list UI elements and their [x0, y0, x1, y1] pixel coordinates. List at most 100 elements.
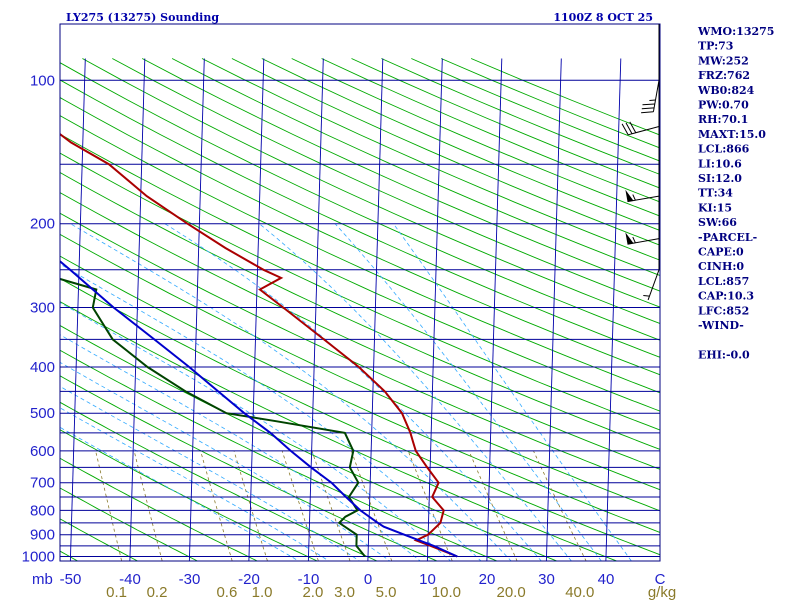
dry-adiabat — [60, 429, 319, 561]
mixing-ratio-tick-label: 0.2 — [147, 584, 168, 600]
grid-layer — [60, 58, 660, 561]
mixing-ratio-tick-label: 0.6 — [216, 584, 237, 600]
temperature-unit-label: C — [655, 571, 666, 588]
mixing-ratio-line — [281, 450, 319, 561]
index-line: MW:252 — [698, 54, 749, 67]
pressure-tick-label: 900 — [30, 527, 55, 544]
index-line: KI:15 — [698, 201, 732, 214]
wind-barb-staff — [647, 269, 660, 301]
moist-adiabat — [70, 223, 512, 561]
index-line: SW:66 — [698, 216, 737, 229]
wind-barb-layer — [621, 24, 660, 301]
dry-adiabat — [60, 457, 259, 561]
wind-barb — [643, 269, 660, 301]
index-line: LI:10.6 — [698, 157, 742, 170]
isotherm — [129, 58, 146, 561]
pressure-tick-label: 1000 — [22, 549, 55, 566]
pressure-tick-label: 500 — [30, 405, 55, 422]
index-line: -WIND- — [698, 319, 744, 332]
index-line: LCL:857 — [698, 275, 749, 288]
pressure-tick-label: 300 — [30, 300, 55, 317]
index-line: CAP:10.3 — [698, 290, 754, 303]
index-line: WB0:824 — [697, 84, 755, 97]
temperature-tick-label: 20 — [479, 571, 496, 588]
wind-barb-feather — [641, 111, 654, 114]
index-line: LCL:866 — [698, 143, 750, 156]
temperature-tick-label: -50 — [60, 571, 82, 588]
isotherm — [367, 58, 384, 561]
mixing-ratio-line — [468, 450, 518, 561]
pressure-tick-label: 200 — [30, 216, 55, 233]
parcel-profile — [60, 260, 458, 558]
wind-barb — [625, 232, 660, 245]
temperature-tick-label: -40 — [119, 571, 141, 588]
pressure-tick-label: 700 — [30, 475, 55, 492]
isotherm — [69, 58, 86, 561]
index-line: -PARCEL- — [698, 231, 757, 244]
dry-adiabat — [60, 277, 660, 556]
mixing-ratio-tick-label: 0.1 — [106, 584, 127, 600]
wind-barb-feather — [642, 103, 655, 106]
wind-barb-flag — [625, 232, 634, 245]
mixing-ratio-tick-label: 5.0 — [376, 584, 397, 600]
moist-adiabat — [259, 223, 572, 561]
mixing-ratio-tick-label: 2.0 — [302, 584, 323, 600]
isotherm — [248, 58, 265, 561]
dry-adiabat — [60, 518, 139, 561]
index-line: MAXT:15.0 — [698, 128, 766, 141]
index-line: EHI:-0.0 — [698, 348, 750, 361]
temperature-tick-label: 10 — [419, 571, 436, 588]
mixing-ratio-line — [350, 450, 393, 561]
mixing-ratio-line — [407, 450, 453, 561]
index-line: SI:12.0 — [698, 172, 742, 185]
index-line: FRZ:762 — [698, 69, 750, 82]
index-line: PW:0.70 — [698, 99, 749, 112]
index-line: LFC:852 — [698, 304, 749, 317]
index-line: TT:34 — [698, 187, 733, 200]
plot-frame — [59, 23, 661, 562]
dewpoint-profile — [60, 277, 366, 558]
wind-barb-half-feather — [649, 99, 656, 101]
dry-adiabat — [60, 487, 199, 561]
mixing-ratio-unit-label: g/kg — [648, 584, 676, 600]
moist-adiabat — [60, 361, 391, 561]
temperature-tick-label: 30 — [538, 571, 555, 588]
moist-adiabat — [60, 426, 300, 561]
isotherm — [188, 58, 205, 561]
wind-barb-half-feather — [632, 194, 636, 201]
pressure-tick-label: 100 — [30, 72, 55, 89]
wind-barb-feather — [629, 121, 637, 133]
temperature-tick-label: -30 — [179, 571, 201, 588]
moist-adiabat — [393, 223, 632, 561]
temperature-tick-label: 40 — [598, 571, 615, 588]
wind-barb-feather — [625, 122, 633, 134]
temperature-tick-label: -10 — [298, 571, 320, 588]
wind-barb-half-feather — [643, 295, 650, 297]
chart-title: LY275 (13275) Sounding — [66, 11, 219, 24]
wind-barb-half-feather — [632, 236, 636, 244]
wind-barb-feather — [621, 123, 629, 136]
index-line: CINH:0 — [698, 260, 744, 273]
mixing-ratio-tick-label: 20.0 — [496, 584, 525, 600]
dry-adiabat — [60, 301, 618, 561]
isotherm — [486, 58, 503, 561]
wind-barb-staff — [652, 80, 660, 112]
pressure-unit-label: mb — [32, 571, 53, 588]
temperature-tick-label: -20 — [238, 571, 260, 588]
mixing-ratio-tick-label: 3.0 — [334, 584, 355, 600]
mixing-ratio-tick-label: 1.0 — [252, 584, 273, 600]
moist-adiabat — [60, 407, 330, 561]
isotherm — [605, 58, 622, 561]
wind-barb — [621, 121, 660, 136]
index-line: WMO:13275 — [697, 25, 774, 38]
pressure-tick-label: 600 — [30, 443, 55, 460]
pressure-tick-label: 800 — [30, 502, 55, 519]
wind-barb — [625, 189, 660, 203]
isotherm — [545, 58, 562, 561]
mixing-ratio-tick-label: 40.0 — [565, 584, 594, 600]
temperature-profile — [60, 132, 458, 558]
wind-barb-staff — [627, 126, 660, 136]
chart-datetime: 1100Z 8 OCT 25 — [553, 11, 653, 24]
